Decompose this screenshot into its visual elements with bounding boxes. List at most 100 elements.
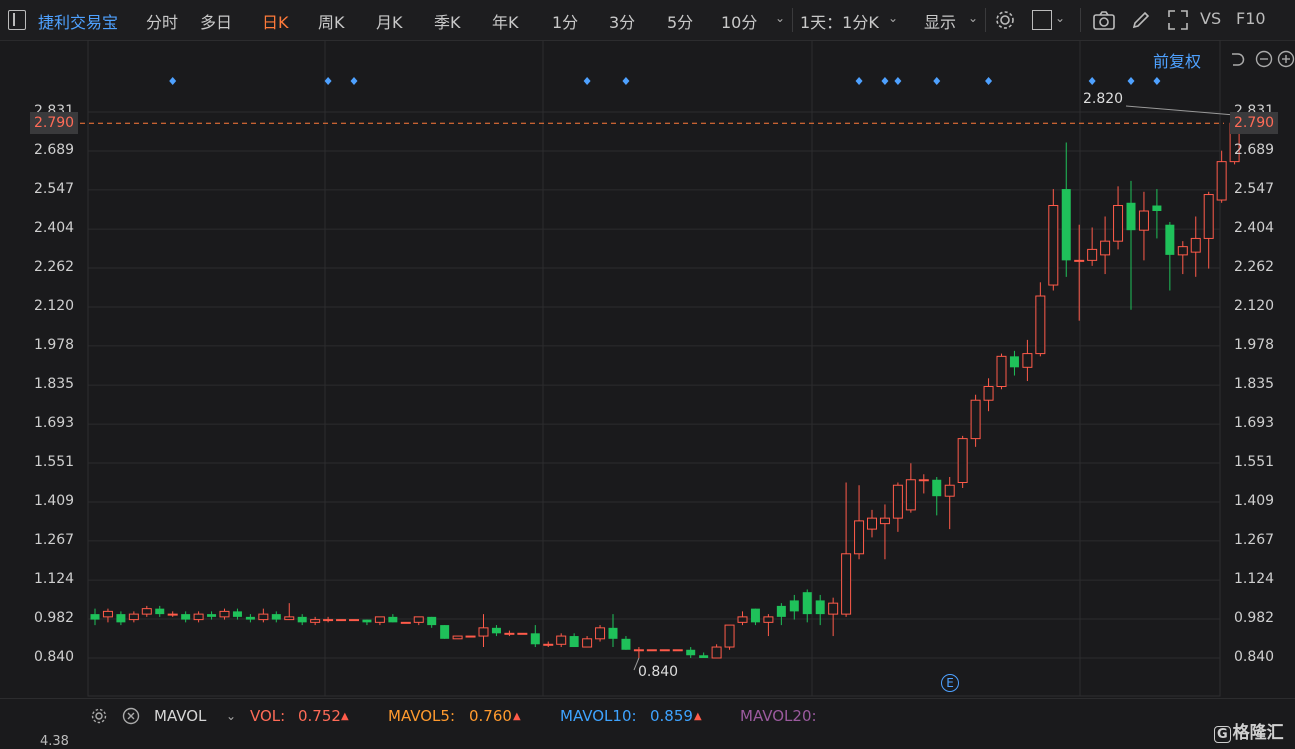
candle-body-up bbox=[879, 517, 890, 525]
event-dot-icon bbox=[855, 77, 863, 85]
candle-body-up bbox=[465, 635, 476, 638]
candle-body-up bbox=[556, 635, 567, 645]
sidebar-toggle-icon[interactable] bbox=[8, 10, 26, 30]
event-dot-icon bbox=[1127, 77, 1135, 85]
candle-body-down bbox=[1126, 202, 1136, 231]
brand-logo: G 格隆汇 bbox=[1214, 718, 1284, 743]
tab-yearly-k[interactable]: 年K bbox=[492, 13, 519, 32]
candle-body-up bbox=[659, 649, 670, 652]
candle-body-down bbox=[181, 614, 191, 620]
candle-body-down bbox=[116, 614, 126, 623]
candle-body-down bbox=[802, 592, 812, 615]
candle-body-up bbox=[400, 621, 411, 624]
period-selector[interactable]: 1天：1分K bbox=[800, 13, 879, 32]
tab-quarterly-k[interactable]: 季K bbox=[434, 13, 461, 32]
candle-body-up bbox=[452, 635, 463, 640]
camera-icon[interactable] bbox=[1092, 9, 1116, 31]
event-dot-icon bbox=[169, 77, 177, 85]
candle-body-down bbox=[297, 616, 307, 623]
y-tick-label: 1.124 bbox=[1234, 571, 1275, 588]
candle-body-down bbox=[388, 616, 398, 623]
candle-body-up bbox=[582, 638, 593, 648]
candle-body-down bbox=[686, 649, 696, 656]
candle-body-up bbox=[854, 520, 865, 555]
candle-body-up bbox=[543, 643, 554, 646]
y-tick-label: 2.547 bbox=[1234, 180, 1275, 197]
candle-body-up bbox=[1035, 295, 1046, 355]
candle-body-up bbox=[167, 613, 178, 616]
more-periods-chevron-icon[interactable]: ⌄ bbox=[775, 11, 786, 25]
tab-multi-day[interactable]: 多日 bbox=[200, 13, 233, 32]
y-tick-label: 1.835 bbox=[34, 376, 75, 393]
low-price-label: 0.840 bbox=[638, 664, 679, 680]
tab-1min[interactable]: 1分 bbox=[552, 13, 579, 32]
tab-3min[interactable]: 3分 bbox=[609, 13, 636, 32]
candles bbox=[90, 115, 1240, 659]
candle-body-up bbox=[724, 624, 735, 648]
y-tick-label: 2.262 bbox=[34, 259, 75, 276]
event-dot-icon bbox=[1153, 77, 1161, 85]
candle-body-down bbox=[271, 614, 281, 620]
display-chevron-icon[interactable]: ⌄ bbox=[968, 11, 979, 25]
indicator-close-icon[interactable] bbox=[122, 707, 140, 725]
stock-name[interactable]: 捷利交易宝 bbox=[38, 13, 119, 32]
candle-body-up bbox=[1177, 246, 1188, 256]
zoom-out-icon[interactable] bbox=[1255, 50, 1273, 68]
layout-chevron-icon[interactable]: ⌄ bbox=[1055, 11, 1066, 25]
y-tick-label: 0.840 bbox=[34, 649, 75, 665]
candle-body-up bbox=[1138, 210, 1149, 231]
undo-icon[interactable] bbox=[1228, 50, 1246, 68]
y-tick-label: 1.409 bbox=[1234, 492, 1275, 509]
event-dot-icon bbox=[1088, 77, 1096, 85]
tab-10min[interactable]: 10分 bbox=[721, 13, 758, 32]
zoom-in-icon[interactable] bbox=[1277, 50, 1295, 68]
tab-monthly-k[interactable]: 月K bbox=[376, 13, 403, 32]
event-e-badge[interactable]: E bbox=[941, 674, 959, 692]
overlay bbox=[80, 105, 1235, 671]
y-tick-label: 0.982 bbox=[1234, 610, 1275, 627]
y-tick-label: 2.120 bbox=[1234, 297, 1275, 314]
display-menu[interactable]: 显示 bbox=[924, 13, 957, 32]
tab-weekly-k[interactable]: 周K bbox=[318, 13, 345, 32]
candle-body-up bbox=[258, 613, 269, 621]
price-adjust-label[interactable]: 前复权 bbox=[1153, 52, 1202, 71]
candle-body-down bbox=[789, 600, 799, 612]
candle-body-down bbox=[569, 636, 579, 648]
fullscreen-icon[interactable] bbox=[1167, 9, 1189, 31]
candle-body-down bbox=[932, 479, 942, 497]
candle-body-down bbox=[440, 625, 450, 639]
candle-body-down bbox=[1061, 189, 1071, 261]
tab-5min[interactable]: 5分 bbox=[667, 13, 694, 32]
candle-body-up bbox=[478, 627, 489, 637]
mavol5-label: MAVOL5: bbox=[388, 707, 456, 725]
layout-square-icon[interactable] bbox=[1032, 10, 1052, 30]
vol-up-triangle-icon: ▲ bbox=[341, 711, 349, 722]
tab-intraday[interactable]: 分时 bbox=[146, 13, 179, 32]
tab-daily-k[interactable]: 日K bbox=[262, 13, 289, 32]
period-chevron-icon[interactable]: ⌄ bbox=[888, 11, 899, 25]
f10-button[interactable]: F10 bbox=[1236, 9, 1266, 28]
candle-body-up bbox=[413, 616, 424, 623]
high-leader-line bbox=[1125, 105, 1235, 116]
candle-body-up bbox=[102, 610, 113, 618]
candlestick-chart[interactable] bbox=[0, 40, 1295, 698]
candle-body-up bbox=[1048, 205, 1059, 286]
indicator-chevron-icon[interactable]: ⌄ bbox=[226, 709, 237, 723]
current-price-tag-right: 2.790 bbox=[1230, 112, 1279, 134]
pencil-icon[interactable] bbox=[1130, 9, 1152, 31]
brand-name: 格隆汇 bbox=[1232, 723, 1284, 743]
indicator-name[interactable]: MAVOL bbox=[154, 707, 207, 725]
candle-body-down bbox=[750, 608, 760, 623]
candle-body-up bbox=[763, 616, 774, 623]
candle-body-up bbox=[310, 619, 321, 623]
vs-compare-button[interactable]: VS bbox=[1200, 9, 1222, 28]
y-tick-label: 1.267 bbox=[1234, 531, 1275, 548]
y-tick-label: 1.409 bbox=[34, 492, 75, 509]
y-tick-label: 2.547 bbox=[34, 180, 75, 197]
mavol10-label: MAVOL10: bbox=[560, 707, 637, 725]
candle-body-down bbox=[207, 614, 217, 617]
settings-gear-icon[interactable] bbox=[994, 9, 1016, 31]
candle-body-down bbox=[699, 655, 709, 658]
candle-body-up bbox=[349, 619, 359, 622]
indicator-settings-gear-icon[interactable] bbox=[90, 707, 108, 725]
